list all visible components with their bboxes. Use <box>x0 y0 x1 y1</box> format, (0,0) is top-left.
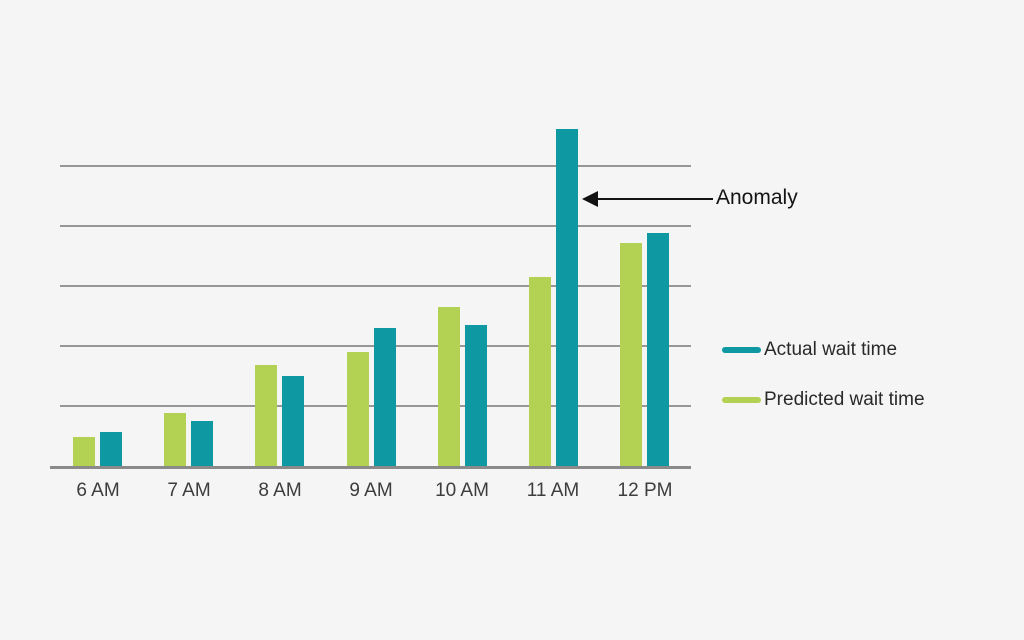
annotation-arrow-line <box>595 198 713 200</box>
bar-predicted-12pm <box>620 243 642 466</box>
bar-actual-10am <box>465 325 487 466</box>
x-axis-label-11am: 11 AM <box>526 480 580 501</box>
annotation-label: Anomaly <box>716 186 798 209</box>
bar-actual-11am <box>556 129 578 466</box>
gridline-50 <box>60 165 691 167</box>
bar-predicted-6am <box>73 437 95 466</box>
arrow-left-icon <box>582 191 598 207</box>
x-axis-label-10am: 10 AM <box>435 480 489 501</box>
bar-actual-8am <box>282 376 304 466</box>
bar-predicted-11am <box>529 277 551 466</box>
x-axis-label-6am: 6 AM <box>76 480 120 501</box>
predicted-series-swatch-icon <box>722 397 761 403</box>
bar-predicted-10am <box>438 307 460 466</box>
bar-actual-7am <box>191 421 213 466</box>
x-axis-label-8am: 8 AM <box>258 480 302 501</box>
gridline-30 <box>60 285 691 287</box>
actual-series-swatch-icon <box>722 347 761 353</box>
x-axis-label-7am: 7 AM <box>167 480 211 501</box>
x-axis-label-9am: 9 AM <box>349 480 393 501</box>
legend-item-predicted: Predicted wait time <box>722 388 925 412</box>
legend-item-actual: Actual wait time <box>722 338 897 362</box>
bar-predicted-8am <box>255 365 277 466</box>
legend-label-predicted: Predicted wait time <box>764 389 925 410</box>
gridline-40 <box>60 225 691 227</box>
x-axis-line <box>50 466 691 469</box>
bar-predicted-7am <box>164 413 186 466</box>
bar-actual-9am <box>374 328 396 466</box>
bar-actual-6am <box>100 432 122 466</box>
bar-predicted-9am <box>347 352 369 466</box>
legend-label-actual: Actual wait time <box>764 339 898 360</box>
bar-actual-12pm <box>647 233 669 466</box>
x-axis-label-12pm: 12 PM <box>617 480 673 501</box>
